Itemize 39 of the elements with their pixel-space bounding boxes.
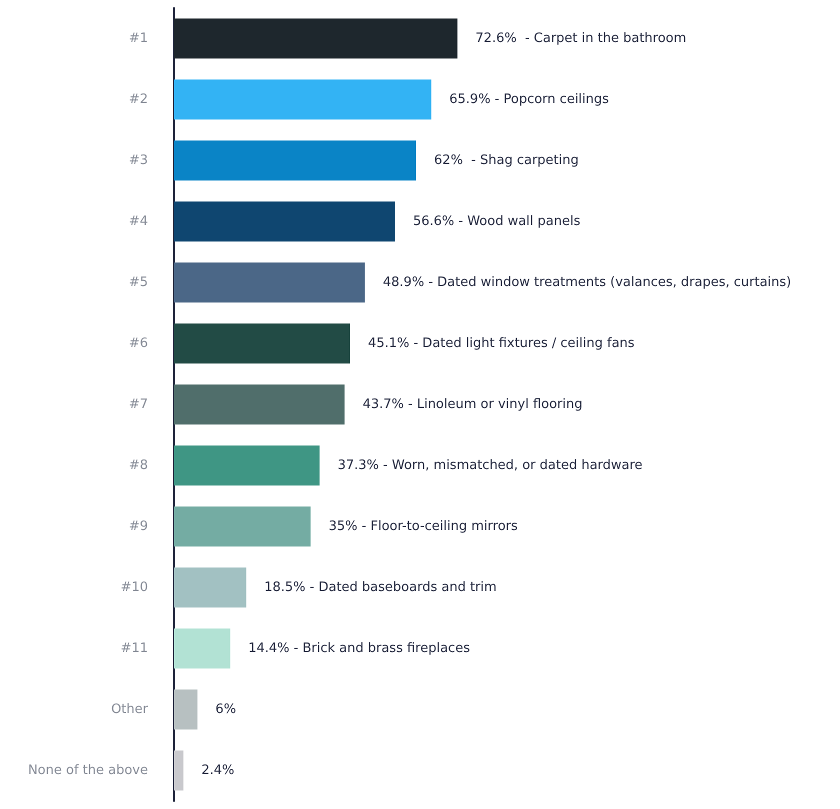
data-label: 65.9% - Popcorn ceilings [449, 92, 610, 107]
y-tick-label: Other [111, 702, 149, 717]
data-label: 62% - Shag carpeting [434, 153, 579, 168]
bar [174, 262, 365, 302]
data-label: 6% [215, 702, 236, 717]
y-tick-label: #6 [128, 336, 148, 351]
y-tick-label: #1 [128, 31, 148, 46]
bar [174, 690, 198, 730]
bar [174, 750, 184, 790]
data-label: 14.4% - Brick and brass fireplaces [248, 641, 470, 656]
bar [174, 202, 395, 242]
data-label: 35% - Floor-to-ceiling mirrors [328, 519, 518, 534]
y-tick-label: #9 [128, 519, 148, 534]
bar [174, 18, 458, 58]
data-label: 72.6% - Carpet in the bathroom [475, 31, 686, 46]
bar [174, 324, 350, 364]
data-label: 18.5% - Dated baseboards and trim [264, 580, 497, 595]
y-tick-label: None of the above [28, 763, 148, 778]
y-tick-label: #2 [128, 92, 148, 107]
bar [174, 506, 311, 546]
bar [174, 140, 416, 180]
data-label: 48.9% - Dated window treatments (valances, drapes, curtains) [382, 275, 792, 290]
y-tick-label: #4 [128, 214, 148, 229]
data-label: 43.7% - Linoleum or vinyl flooring [362, 397, 582, 412]
bar [174, 446, 320, 486]
bar [174, 568, 246, 608]
data-label: 2.4% [201, 763, 234, 778]
data-label: 37.3% - Worn, mismatched, or dated hardware [338, 458, 643, 473]
y-tick-label: #10 [120, 580, 148, 595]
data-label: 56.6% - Wood wall panels [412, 214, 581, 229]
y-tick-label: #7 [128, 397, 148, 412]
y-tick-label: #3 [128, 153, 148, 168]
y-tick-label: #5 [128, 275, 148, 290]
data-label: 45.1% - Dated light fixtures / ceiling fans [368, 336, 635, 351]
bar [174, 384, 345, 424]
bar [174, 80, 432, 120]
y-tick-label: #8 [128, 458, 148, 473]
bar [174, 628, 230, 668]
y-tick-label: #11 [120, 641, 148, 656]
